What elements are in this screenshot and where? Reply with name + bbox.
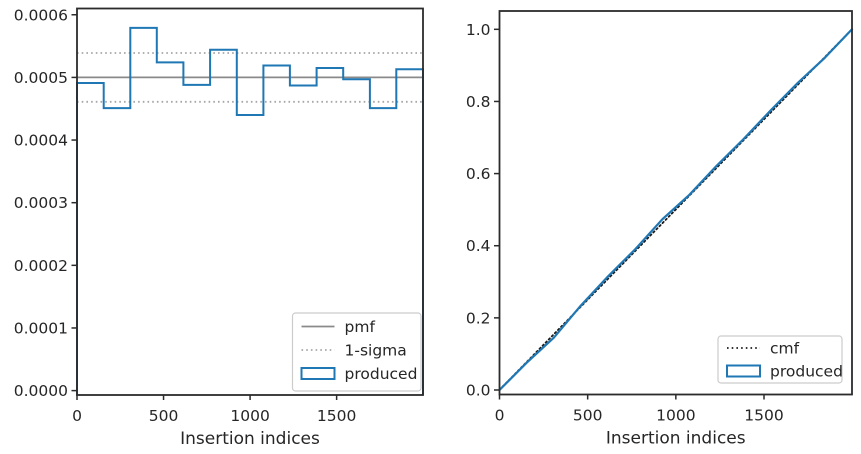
legend: pmf 1-sigma produced bbox=[291, 312, 422, 392]
legend-swatch-produced bbox=[300, 367, 336, 380]
ytick-label: 0.6 bbox=[466, 165, 491, 183]
legend-swatch-produced bbox=[726, 364, 761, 378]
xtick-label: 0 bbox=[495, 407, 505, 425]
ytick-label: 0.0001 bbox=[14, 319, 68, 337]
x-axis-label: Insertion indices bbox=[180, 429, 320, 449]
legend-label: pmf bbox=[345, 318, 376, 336]
legend-label: produced bbox=[345, 365, 418, 383]
xtick-label: 1500 bbox=[317, 407, 356, 425]
ytick-label: 0.0006 bbox=[14, 6, 68, 24]
produced-step-line bbox=[76, 26, 424, 395]
right-plot: 0 500 1000 1500 0.0 0.2 0.4 0.6 0.8 1.0 Insertion … bbox=[466, 10, 854, 449]
produced-line bbox=[498, 28, 854, 392]
xtick-label: 500 bbox=[573, 407, 603, 425]
legend-label: produced bbox=[770, 363, 843, 381]
xtick-label: 1000 bbox=[230, 407, 269, 425]
ytick-label: 0.0 bbox=[466, 381, 491, 399]
xtick-label: 1500 bbox=[744, 407, 783, 425]
ytick-label: 0.0005 bbox=[14, 69, 68, 87]
xtick-label: 0 bbox=[72, 407, 82, 425]
left-plot: 0 500 1000 1500 0.0000 0.0001 0.0002 0.0003 0.00… bbox=[14, 6, 424, 449]
legend-label: cmf bbox=[770, 340, 800, 358]
ytick-label: 0.0000 bbox=[14, 382, 68, 400]
ytick-label: 0.0004 bbox=[14, 132, 68, 150]
ytick-label: 0.4 bbox=[466, 237, 491, 255]
x-axis-label: Insertion indices bbox=[606, 429, 746, 449]
ytick-label: 0.0002 bbox=[14, 257, 68, 275]
ytick-label: 0.2 bbox=[466, 309, 491, 327]
xtick-label: 1000 bbox=[656, 407, 695, 425]
legend-label: 1-sigma bbox=[345, 342, 407, 360]
ytick-label: 0.0003 bbox=[14, 194, 68, 212]
ytick-label: 0.8 bbox=[466, 93, 491, 111]
legend: cmf produced bbox=[717, 335, 843, 384]
xtick-label: 500 bbox=[149, 407, 179, 425]
ytick-label: 1.0 bbox=[466, 21, 491, 39]
cmf-line bbox=[498, 28, 853, 391]
